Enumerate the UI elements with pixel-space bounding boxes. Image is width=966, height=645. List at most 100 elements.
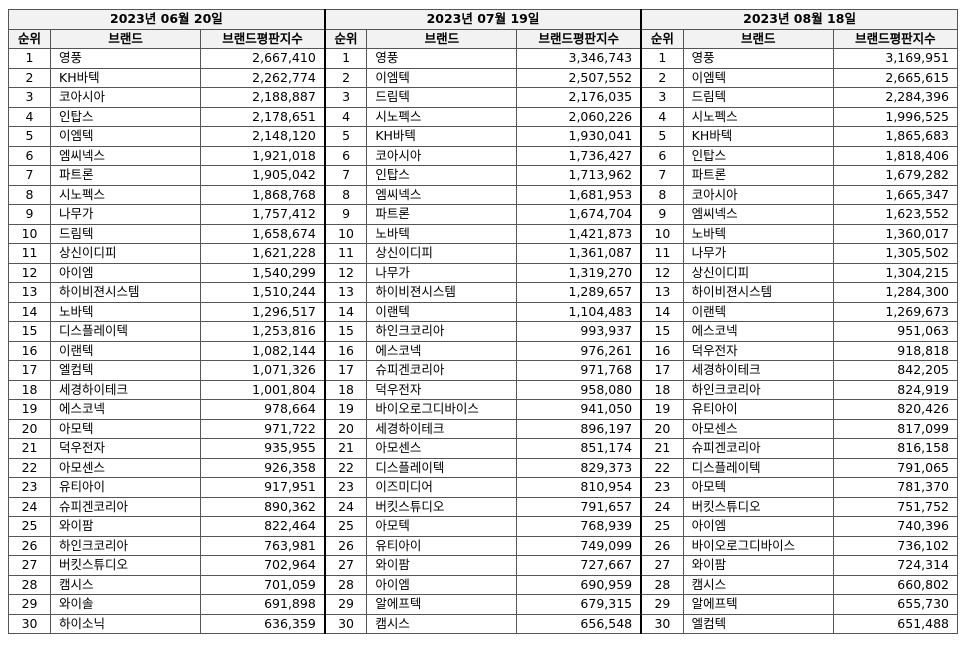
table-row: 14 노바텍 1,296,517 14 이랜텍 1,104,483 14 이랜텍 1,269,6… [7,301,959,322]
index-cell: 1,930,041 [516,126,643,147]
brand-cell: 하이비젼시스템 [682,282,834,303]
rank-cell: 16 [640,340,684,361]
index-cell: 749,099 [516,535,643,556]
rank-cell: 28 [324,574,368,595]
rank-cell: 10 [7,223,52,244]
index-cell: 941,050 [516,399,643,420]
brand-cell: 시노펙스 [366,106,518,127]
brand-cell: 나무가 [50,204,202,225]
table-row: 16 이랜텍 1,082,144 16 에스코넥 976,261 16 덕우전자 918,818 [7,340,959,361]
index-cell: 651,488 [832,613,959,634]
rank-cell: 18 [640,379,684,400]
table-row: 12 아이엠 1,540,299 12 나무가 1,319,270 12 상신이디피 1,304… [7,262,959,283]
index-cell: 701,059 [200,574,326,595]
rank-cell: 21 [7,438,52,459]
brand-cell: 이랜텍 [682,301,834,322]
rank-cell: 13 [7,282,52,303]
rank-cell: 19 [7,399,52,420]
index-cell: 727,667 [516,555,643,576]
brand-cell: 유티아이 [50,477,202,498]
rank-cell: 15 [640,321,684,342]
index-cell: 751,752 [832,496,959,517]
index-cell: 829,373 [516,457,643,478]
table-row: 30 하이소닉 636,359 30 캠시스 656,548 30 엘컴텍 651,488 [7,613,959,634]
rank-cell: 19 [324,399,368,420]
index-header: 브랜드평판지수 [832,28,959,49]
brand-cell: 노바텍 [50,301,202,322]
index-cell: 1,082,144 [200,340,326,361]
rank-cell: 4 [7,106,52,127]
brand-cell: 드림텍 [366,87,518,108]
brand-cell: 세경하이테크 [682,360,834,381]
index-cell: 896,197 [516,418,643,439]
rank-cell: 3 [7,87,52,108]
rank-cell: 12 [7,262,52,283]
table-row: 7 파트론 1,905,042 7 인탑스 1,713,962 7 파트론 1,679,282 [7,165,959,186]
rank-cell: 6 [640,145,684,166]
brand-cell: 덕우전자 [366,379,518,400]
brand-cell: 나무가 [682,243,834,264]
table-row: 21 덕우전자 935,955 21 아모센스 851,174 21 슈피겐코리아 816,15… [7,438,959,459]
table-row: 27 버킷스튜디오 702,964 27 와이팜 727,667 27 와이팜 724,314 [7,555,959,576]
rank-cell: 24 [7,496,52,517]
rank-cell: 14 [7,301,52,322]
rank-cell: 23 [7,477,52,498]
brand-cell: 시노펙스 [50,184,202,205]
rank-cell: 13 [640,282,684,303]
brand-cell: 하이비젼시스템 [366,282,518,303]
brand-cell: 하이소닉 [50,613,202,634]
brand-cell: 엠씨넥스 [50,145,202,166]
index-cell: 2,507,552 [516,67,643,88]
table-row: 10 드림텍 1,658,674 10 노바텍 1,421,873 10 노바텍 1,360,0… [7,223,959,244]
brand-cell: KH바텍 [50,67,202,88]
brand-cell: 와이팜 [366,555,518,576]
index-cell: 951,063 [832,321,959,342]
index-cell: 724,314 [832,555,959,576]
rank-cell: 15 [324,321,368,342]
brand-cell: 바이오로그디바이스 [366,399,518,420]
brand-cell: 이즈미디어 [366,477,518,498]
index-cell: 993,937 [516,321,643,342]
index-cell: 636,359 [200,613,326,634]
brand-cell: 유티아이 [366,535,518,556]
index-cell: 918,818 [832,340,959,361]
rank-cell: 30 [324,613,368,634]
rank-cell: 10 [324,223,368,244]
index-cell: 1,921,018 [200,145,326,166]
table-row: 20 아모텍 971,722 20 세경하이테크 896,197 20 아모센스 817,099 [7,418,959,439]
brand-cell: 하인크코리아 [366,321,518,342]
rank-cell: 12 [640,262,684,283]
rank-cell: 3 [640,87,684,108]
rank-cell: 11 [640,243,684,264]
index-cell: 656,548 [516,613,643,634]
table-row: 4 인탑스 2,178,651 4 시노펙스 2,060,226 4 시노펙스 1,996,52… [7,106,959,127]
rank-cell: 19 [640,399,684,420]
period-2-date: 2023년 07월 19일 [324,9,643,30]
rank-cell: 25 [7,516,52,537]
brand-header: 브랜드 [682,28,834,49]
brand-cell: 인탑스 [366,165,518,186]
index-cell: 1,996,525 [832,106,959,127]
index-cell: 1,621,228 [200,243,326,264]
brand-cell: 아이엠 [366,574,518,595]
brand-cell: 버킷스튜디오 [50,555,202,576]
rank-cell: 1 [324,48,368,69]
brand-cell: 코아시아 [50,87,202,108]
index-cell: 1,713,962 [516,165,643,186]
index-cell: 1,001,804 [200,379,326,400]
brand-cell: 아모텍 [682,477,834,498]
table-row: 17 엘컴텍 1,071,326 17 슈피겐코리아 971,768 17 세경하이테크 842… [7,360,959,381]
rank-cell: 11 [324,243,368,264]
brand-cell: 에스코넥 [50,399,202,420]
index-cell: 3,169,951 [832,48,959,69]
rank-cell: 6 [7,145,52,166]
index-cell: 2,188,887 [200,87,326,108]
brand-cell: 세경하이테크 [366,418,518,439]
index-cell: 1,658,674 [200,223,326,244]
brand-cell: 하이비젼시스템 [50,282,202,303]
index-cell: 2,262,774 [200,67,326,88]
index-cell: 1,361,087 [516,243,643,264]
brand-cell: 노바텍 [366,223,518,244]
brand-cell: 영풍 [50,48,202,69]
rank-cell: 26 [324,535,368,556]
